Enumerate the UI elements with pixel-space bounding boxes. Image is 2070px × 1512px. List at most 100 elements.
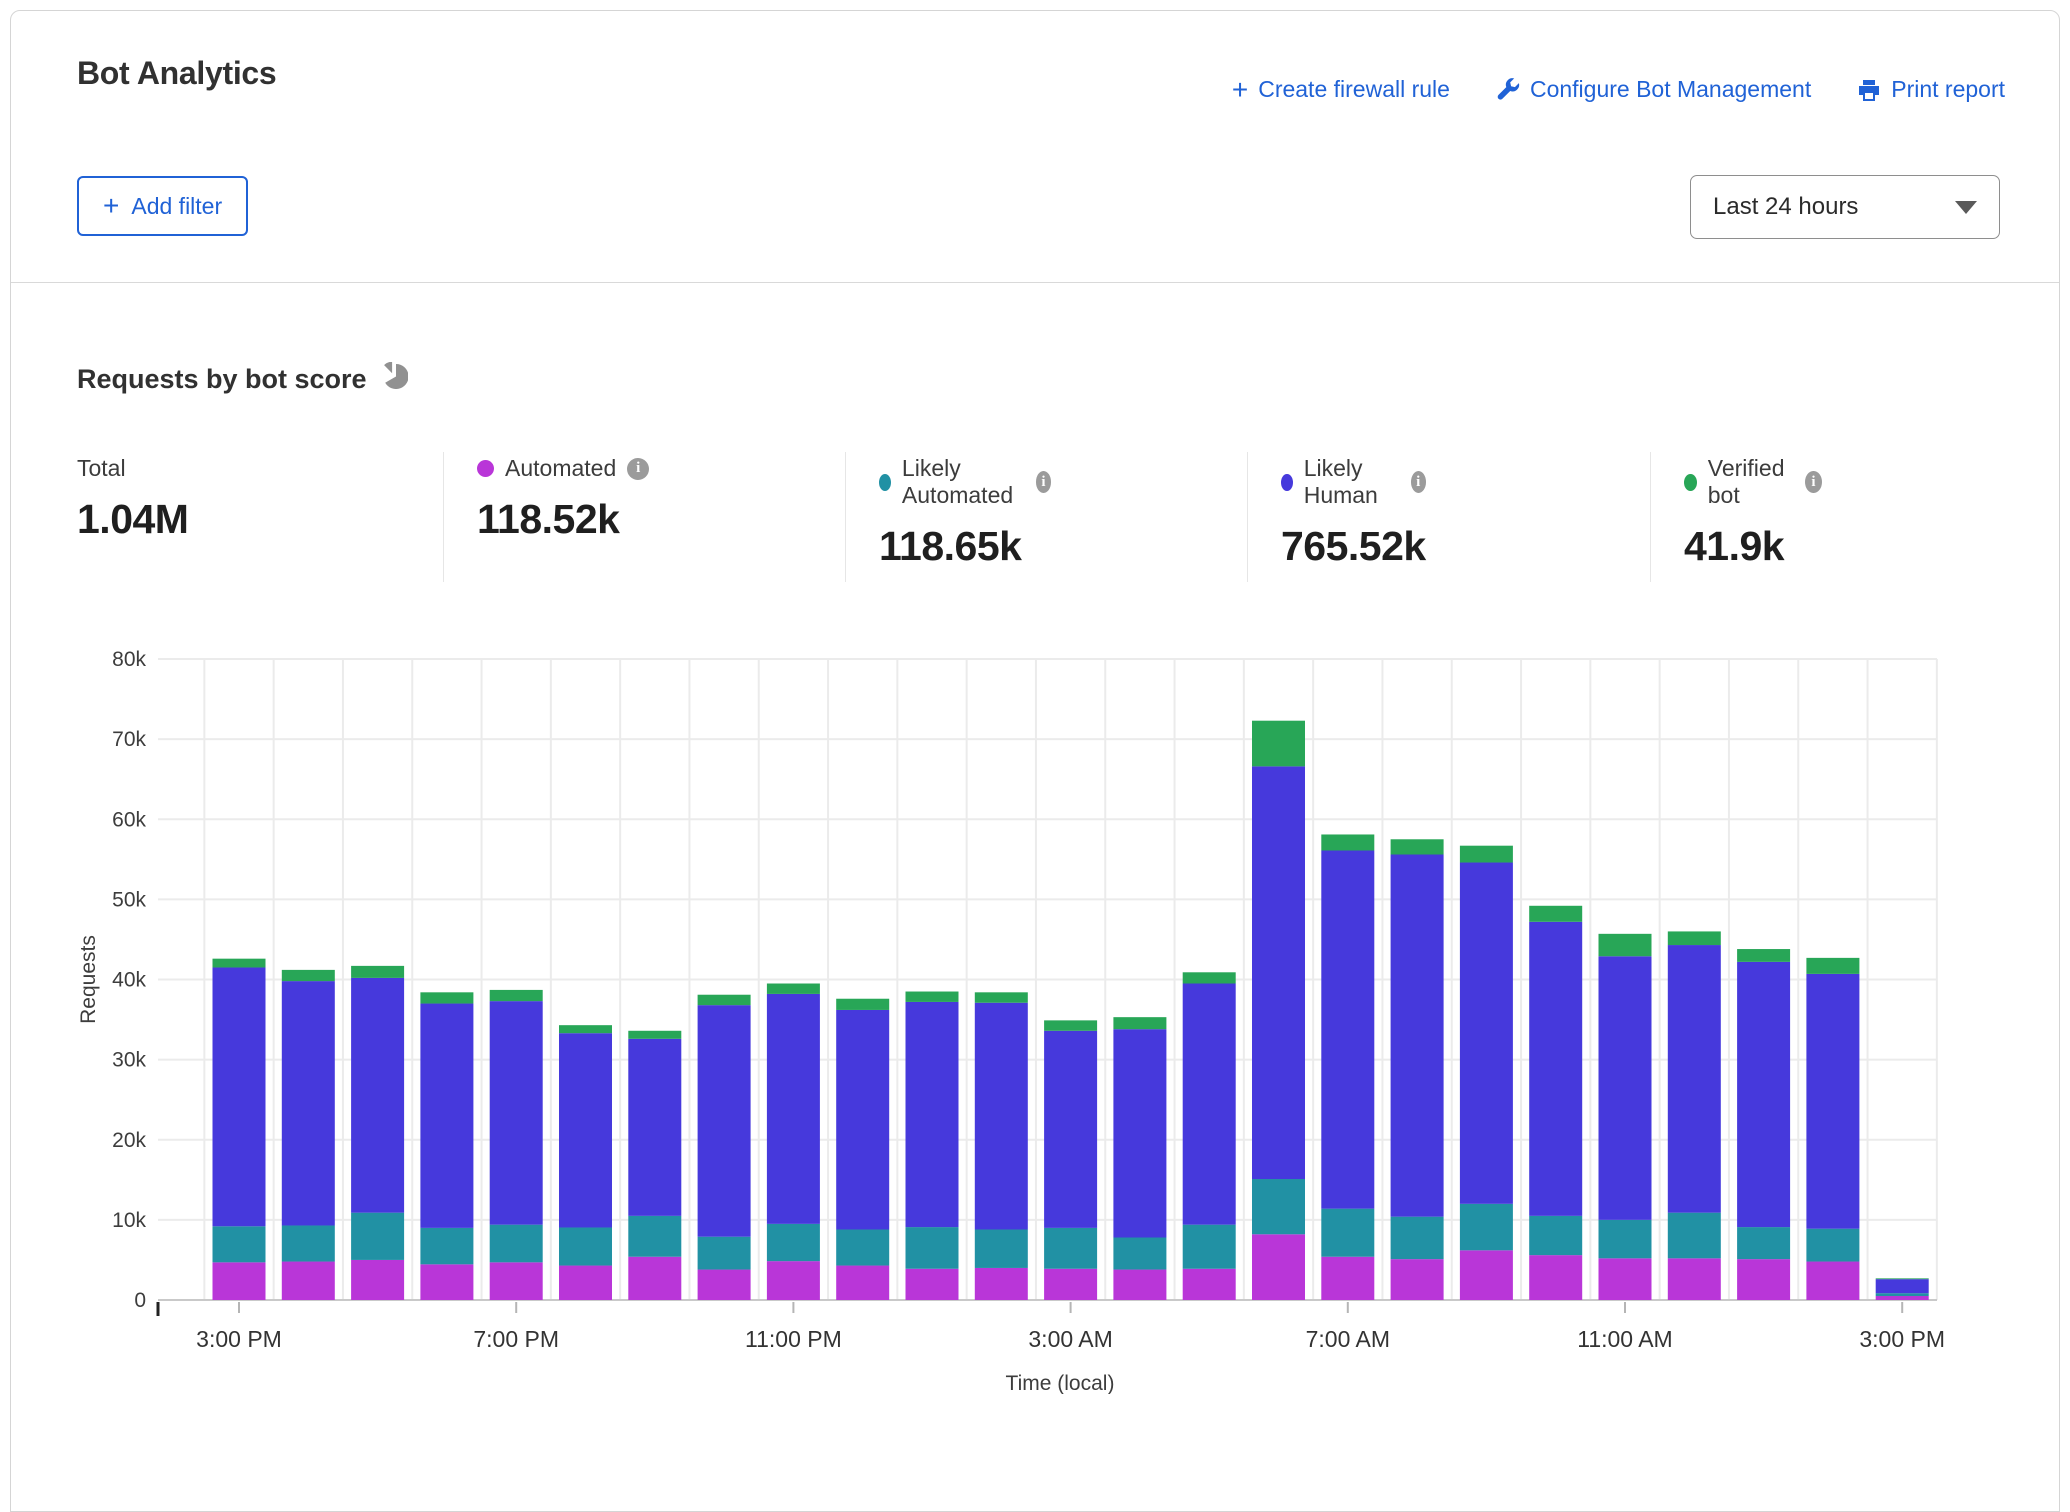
bar-segment[interactable] [836,1229,890,1266]
bar-segment[interactable] [1459,1203,1513,1251]
bar-stack-10[interactable] [905,991,959,1300]
bar-segment[interactable] [628,1030,682,1039]
bar-segment[interactable] [281,1225,335,1262]
bar-segment[interactable] [351,1259,405,1300]
bar-segment[interactable] [489,989,543,1002]
bar-segment[interactable] [1113,1269,1167,1300]
bar-segment[interactable] [281,981,335,1226]
bar-segment[interactable] [1737,1259,1791,1300]
bar-stack-19[interactable] [1529,905,1583,1300]
bar-stack-22[interactable] [1737,949,1791,1300]
bar-segment[interactable] [420,1003,474,1228]
bar-segment[interactable] [766,1261,820,1300]
bar-segment[interactable] [1806,973,1860,1229]
bar-stack-6[interactable] [628,1030,682,1300]
bar-segment[interactable] [1529,905,1583,922]
bar-stack-23[interactable] [1806,957,1860,1300]
bar-segment[interactable] [836,1009,890,1230]
bar-stack-21[interactable] [1667,931,1721,1300]
bar-segment[interactable] [766,983,820,994]
bar-segment[interactable] [1182,983,1236,1225]
bar-segment[interactable] [1806,957,1860,974]
bar-segment[interactable] [489,1224,543,1263]
bar-segment[interactable] [1044,1030,1098,1228]
bar-stack-5[interactable] [559,1025,612,1300]
bar-segment[interactable] [1390,854,1444,1217]
bar-segment[interactable] [905,1268,959,1300]
bar-segment[interactable] [697,994,751,1006]
bar-segment[interactable] [489,1001,543,1225]
info-icon[interactable]: i [1035,471,1052,493]
bar-segment[interactable] [351,1212,405,1260]
bar-segment[interactable] [836,998,890,1010]
bar-segment[interactable] [1875,1278,1929,1280]
bar-segment[interactable] [1459,862,1513,1204]
bar-segment[interactable] [766,1223,820,1262]
bar-segment[interactable] [1598,1258,1652,1300]
bar-segment[interactable] [1459,845,1513,863]
bar-stack-4[interactable] [489,989,543,1300]
bar-segment[interactable] [974,1229,1028,1268]
bar-stack-14[interactable] [1182,972,1236,1300]
bar-segment[interactable] [1252,1179,1305,1235]
bar-segment[interactable] [1598,956,1652,1220]
bar-segment[interactable] [1737,961,1791,1228]
bar-segment[interactable] [697,1236,751,1270]
bar-segment[interactable] [1321,1208,1375,1257]
bar-stack-2[interactable] [351,965,405,1300]
bar-segment[interactable] [1390,839,1444,855]
configure-bot-management-link[interactable]: Configure Bot Management [1496,76,1811,103]
bar-segment[interactable] [905,1227,959,1269]
bar-segment[interactable] [420,1227,474,1265]
bar-segment[interactable] [351,965,405,978]
bar-segment[interactable] [1875,1279,1929,1294]
bar-segment[interactable] [974,1002,1028,1230]
bar-stack-24[interactable] [1875,1278,1929,1300]
bar-segment[interactable] [351,977,405,1213]
bar-segment[interactable] [1806,1228,1860,1262]
bar-segment[interactable] [1598,933,1652,957]
bar-stack-15[interactable] [1252,720,1305,1300]
bar-stack-8[interactable] [766,983,820,1300]
bar-segment[interactable] [281,969,335,982]
bar-segment[interactable] [420,992,474,1004]
bar-segment[interactable] [212,967,266,1227]
bar-segment[interactable] [905,991,959,1002]
bar-stack-9[interactable] [836,998,890,1300]
bar-segment[interactable] [1321,1256,1375,1300]
bar-stack-3[interactable] [420,992,474,1300]
bar-stack-0[interactable] [212,958,266,1300]
bar-segment[interactable] [1252,720,1305,767]
bar-segment[interactable] [1459,1250,1513,1300]
bar-segment[interactable] [1737,1227,1791,1260]
bar-stack-20[interactable] [1598,933,1652,1300]
bar-segment[interactable] [1182,972,1236,984]
bar-segment[interactable] [1390,1259,1444,1300]
info-icon[interactable]: i [1805,471,1822,493]
bar-segment[interactable] [1875,1295,1929,1300]
bar-segment[interactable] [420,1264,474,1300]
bar-segment[interactable] [1182,1268,1236,1300]
bar-segment[interactable] [1252,766,1305,1180]
bar-segment[interactable] [1044,1020,1098,1031]
bar-segment[interactable] [1321,834,1375,851]
bar-segment[interactable] [1806,1261,1860,1300]
bar-segment[interactable] [836,1265,890,1300]
bar-segment[interactable] [1044,1227,1098,1269]
bar-segment[interactable] [1390,1216,1444,1260]
bar-segment[interactable] [1113,1029,1167,1238]
print-report-link[interactable]: Print report [1857,76,2005,103]
bar-segment[interactable] [212,1226,266,1263]
bar-segment[interactable] [1667,1212,1721,1259]
bar-segment[interactable] [1875,1293,1929,1296]
bar-segment[interactable] [974,992,1028,1003]
bar-segment[interactable] [559,1025,612,1034]
bar-segment[interactable] [489,1262,543,1300]
create-firewall-rule-link[interactable]: + Create firewall rule [1232,75,1450,103]
bar-segment[interactable] [697,1269,751,1300]
bar-stack-11[interactable] [974,992,1028,1300]
bar-stack-7[interactable] [697,994,751,1300]
bar-segment[interactable] [1044,1268,1098,1300]
bar-segment[interactable] [1321,850,1375,1209]
bar-segment[interactable] [559,1227,612,1266]
